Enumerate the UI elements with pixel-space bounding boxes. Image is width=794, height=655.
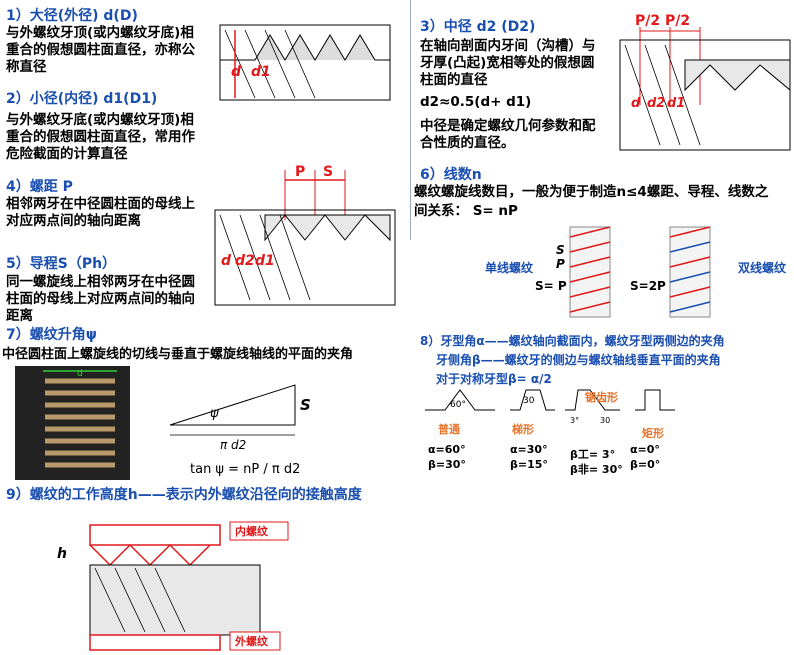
fig6-S-label: S [300,396,311,414]
b30-label: β=30° [428,458,466,471]
sec8-line1: 8）牙型角α——螺纹轴向截面内，螺纹牙型两侧边的夹角 [420,334,725,348]
sec1-title: 1）大径(外径) d(D) [6,8,138,24]
fig3-p2a-label: P/2 [635,13,660,29]
seq1-label: S= P [535,279,567,293]
a30-label: α=30° [510,443,548,456]
p60-label: 60° [450,400,466,410]
bf30-label: β非= 30° [570,462,623,476]
rect-label: 矩形 [642,426,664,440]
fig1-d1-label: d1 [251,64,271,80]
trap-label: 梯形 [512,422,534,436]
a60-label: α=60° [428,443,466,456]
fig2-d1-label: d1 [255,253,275,269]
lead-angle-triangle: ψ S π d2 tan ψ = nP / π d2 [169,384,311,477]
sec8-line3: 对于对称牙型β= α/2 [436,372,552,386]
pid2-label: π d2 [220,438,246,452]
fig2-P-label: P [295,164,305,180]
profile-types-figure: 60° 30 3° 30 普通 梯形 锯齿形 矩形 α=60° β=30° α=… [425,389,675,476]
thread-count-figure: 单线螺纹 双线螺纹 S= P S=2P S P [485,226,787,318]
sec2-title: 2）小径(内径) d1(D1) [6,91,158,107]
sec8-line2: 牙侧角β——螺纹牙的侧边与螺纹轴线垂直平面的夹角 [436,353,721,367]
pitch-diameter-figure: P/2 P/2 d d2 d1 [619,13,791,151]
outer-label: 外螺纹 [234,634,269,648]
fig2-S-label: S [323,164,333,180]
common-label: 普通 [438,422,460,436]
single-label: 单线螺纹 [485,260,534,275]
sec6-body1: 螺纹螺旋线数目，一般为便于制造n≤4螺距、导程、线数之 [414,184,769,200]
sec5-title: 5）导程S（Ph） [6,256,117,272]
fig2-d-label: d [221,253,232,269]
psi-label: ψ [210,406,219,421]
sec4-body: 相邻两牙在中径圆柱面的母线上对应两点间的轴向距离 [6,196,195,229]
major-diameter-figure: d d1 [219,24,391,101]
fig3-d-label: d [631,96,641,111]
sec6-title: 6）线数n [420,167,482,183]
fig4-P-label: P [556,257,565,271]
sec4-title: 4）螺距 P [6,179,73,195]
inner-label: 内螺纹 [235,524,269,538]
sec7-body: 中径圆柱面上螺旋线的切线与垂直于螺旋线轴线的平面的夹角 [2,347,354,362]
a0-label: α=0° [630,443,660,456]
sec3-title: 3）中径 d2 (D2) [420,19,536,35]
b0-label: β=0° [630,458,660,471]
bw3-label: β工= 3° [570,448,615,461]
sec3-formula: d2≈0.5(d+ d1) [420,94,532,110]
p30-label: 30 [523,396,535,406]
sec2-body: 与外螺纹牙底(或内螺纹牙顶)相重合的假想圆柱面直径，常用作危险截面的计算直径 [6,112,195,162]
working-height-figure: h 内螺纹 外螺纹 [57,521,289,651]
sec7-title: 7）螺纹升角ψ [6,327,97,343]
fig3-d1-label: d1 [667,96,685,111]
sec6-body2: 间关系： S= nP [414,203,518,219]
p30b-label: 30 [600,416,610,425]
seq2-label: S=2P [630,279,666,293]
fig1-d-label: d [231,64,242,80]
sec5-body: 同一螺旋线上相邻两牙在中径圆柱面的母线上对应两点间的轴向距离 [6,274,195,324]
sec1-body: 与外螺纹牙顶(或内螺纹牙底)相重合的假想圆柱面直径，亦称公称直径 [6,25,195,75]
buttress-label: 锯齿形 [585,390,618,404]
fig2-d2-label: d2 [235,253,255,269]
h-label: h [57,546,67,562]
sec9-title: 9）螺纹的工作高度h——表示内外螺纹沿径向的接触高度 [6,487,362,503]
double-label: 双线螺纹 [738,260,787,275]
fig3-p2b-label: P/2 [665,13,690,29]
fig3-d2-label: d2 [647,96,665,111]
p3-label: 3° [570,416,579,425]
photo-d-label: d [77,369,83,379]
tan-formula: tan ψ = nP / π d2 [190,462,300,477]
divider [410,0,411,240]
sec3-note: 中径是确定螺纹几何参数和配合性质的直径。 [420,118,596,151]
pitch-figure: P S d d2 d1 [214,164,396,306]
fig4-S-label: S [556,243,565,257]
b15-label: β=15° [510,458,548,471]
sec3-body: 在轴向剖面内牙间（沟槽）与牙厚(凸起)宽相等处的假想圆柱面的直径 [420,38,596,88]
bolt-photo: d [15,366,130,480]
